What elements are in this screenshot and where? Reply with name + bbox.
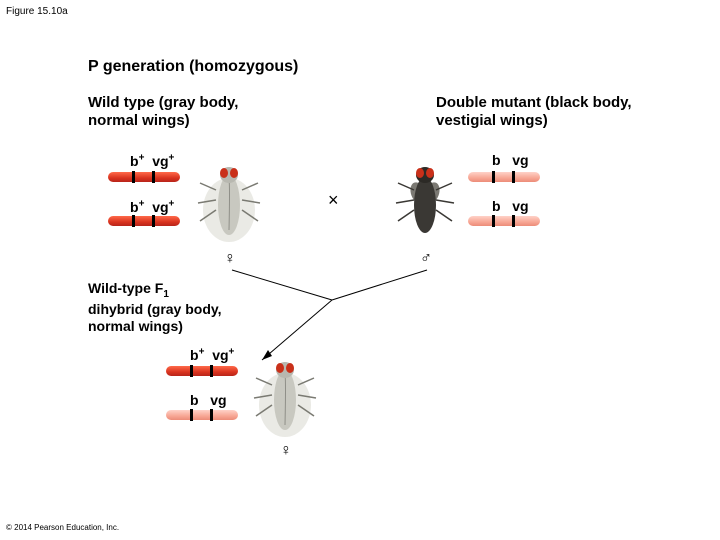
wildtype-title: Wild type (gray body, normal wings) <box>88 94 238 130</box>
allele-vg-2: vg <box>512 198 528 214</box>
chromosome-band <box>210 409 213 421</box>
allele-vg: vg <box>512 152 528 168</box>
female-symbol-f1: ♀ <box>280 442 292 460</box>
p-right-chrom-pair-1 <box>468 172 540 185</box>
chromosome-red <box>108 172 180 182</box>
allele-vg-plus-f1: vg+ <box>212 347 234 363</box>
wildtype-title-l2: normal wings) <box>88 112 190 129</box>
chromosome-band <box>152 215 155 227</box>
allele-b-plus: b+ <box>130 153 144 169</box>
chromosome-band <box>210 365 213 377</box>
chromosome-band <box>492 215 495 227</box>
chromosome-band <box>132 215 135 227</box>
p-right-allele-row2: b vg <box>492 198 529 214</box>
chromosome-pink <box>166 410 238 420</box>
fly-double-mutant-male-icon <box>390 155 460 245</box>
f1-allele-row2: b vg <box>190 392 227 408</box>
chromosome-band <box>152 171 155 183</box>
p-left-chrom-pair-2 <box>108 216 180 229</box>
f1-title-l1: Wild-type F1 <box>88 280 169 296</box>
allele-b-2: b <box>492 198 501 214</box>
copyright-text: © 2014 Pearson Education, Inc. <box>6 523 119 532</box>
double-mutant-title: Double mutant (black body, vestigial win… <box>436 94 632 130</box>
double-mutant-title-l2: vestigial wings) <box>436 112 548 129</box>
chromosome-red <box>166 366 238 376</box>
p-right-chrom-pair-2 <box>468 216 540 229</box>
allele-vg-plus: vg+ <box>152 153 174 169</box>
f1-chrom-pink <box>166 410 238 423</box>
chromosome-band <box>190 365 193 377</box>
fly-f1-dihybrid-icon <box>250 350 320 440</box>
p-left-allele-row2: b+ vg+ <box>130 198 174 215</box>
cross-symbol: × <box>328 190 339 211</box>
chromosome-pink <box>468 172 540 182</box>
wildtype-title-l1: Wild type (gray body, <box>88 94 238 111</box>
allele-vg-f1: vg <box>210 392 226 408</box>
allele-vg-plus-2: vg+ <box>152 199 174 215</box>
allele-b: b <box>492 152 501 168</box>
p-generation-title: P generation (homozygous) <box>88 58 298 76</box>
f1-allele-row1: b+ vg+ <box>190 346 234 363</box>
figure-label: Figure 15.10a <box>6 6 68 17</box>
p-left-chrom-pair-1 <box>108 172 180 185</box>
double-mutant-title-l1: Double mutant (black body, <box>436 94 632 111</box>
f1-chrom-red <box>166 366 238 379</box>
chromosome-band <box>512 215 515 227</box>
f1-title-l3: normal wings) <box>88 318 183 334</box>
chromosome-band <box>512 171 515 183</box>
p-left-allele-row1: b+ vg+ <box>130 152 174 169</box>
f1-title-l2: dihybrid (gray body, <box>88 301 222 317</box>
chromosome-band <box>132 171 135 183</box>
chromosome-band <box>492 171 495 183</box>
f1-title: Wild-type F1 dihybrid (gray body, normal… <box>88 280 222 334</box>
allele-b-f1: b <box>190 392 199 408</box>
fly-wildtype-female-icon <box>194 155 264 245</box>
chromosome-red <box>108 216 180 226</box>
p-right-allele-row1: b vg <box>492 152 529 168</box>
chromosome-band <box>190 409 193 421</box>
allele-b-plus-2: b+ <box>130 199 144 215</box>
allele-b-plus-f1: b+ <box>190 347 204 363</box>
chromosome-pink <box>468 216 540 226</box>
